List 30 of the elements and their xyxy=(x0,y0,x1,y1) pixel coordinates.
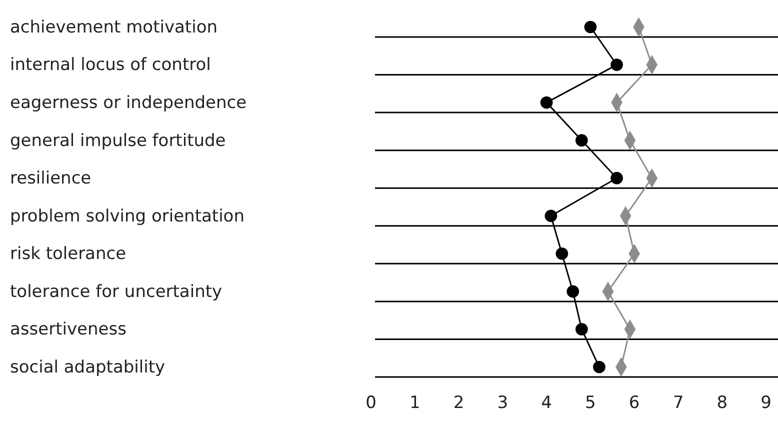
x-tick-label: 5 xyxy=(585,393,596,414)
x-tick-label: 1 xyxy=(409,393,420,414)
point xyxy=(540,96,553,109)
y-tick-label: social adaptability xyxy=(10,357,166,378)
y-tick-label: resilience xyxy=(10,168,92,189)
y-tick-label: tolerance for uncertainty xyxy=(10,282,222,302)
point xyxy=(544,210,558,222)
x-tick-label: 6 xyxy=(628,393,640,414)
y-tick-label: achievement motivation xyxy=(10,17,218,38)
y-tick-label: eagerness or independence xyxy=(10,92,247,113)
x-tick-label: 9 xyxy=(760,393,772,414)
x-tick-label: 0 xyxy=(366,393,376,414)
x-tick-label: 8 xyxy=(716,393,728,414)
y-tick-label: risk tolerance xyxy=(10,244,126,264)
x-tick-label: 7 xyxy=(672,393,684,414)
x-tick-label: 4 xyxy=(541,393,552,414)
x-tick-label: 3 xyxy=(497,393,508,414)
y-tick-label: problem solving orientation xyxy=(10,206,244,226)
point xyxy=(584,20,597,34)
y-tick-label: general impulse fortitude xyxy=(10,130,226,151)
point xyxy=(566,285,580,298)
y-tick-label: assertiveness xyxy=(10,320,127,340)
point xyxy=(575,323,588,336)
point xyxy=(556,248,568,260)
point xyxy=(575,134,588,146)
point xyxy=(610,172,623,184)
x-tick-label: 2 xyxy=(453,393,464,414)
point xyxy=(610,58,623,71)
y-tick-label: internal locus of control xyxy=(10,55,211,76)
point xyxy=(593,360,606,374)
